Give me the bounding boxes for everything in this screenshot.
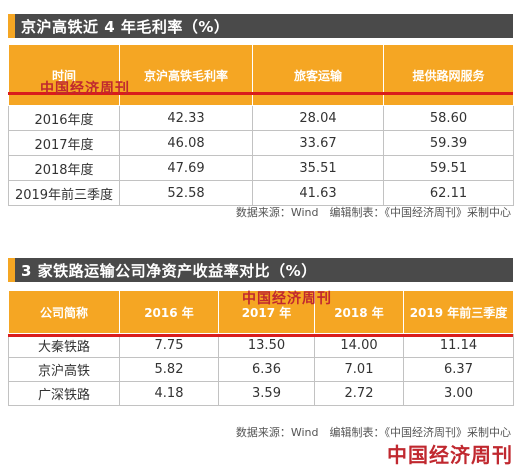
header-2019q3: 2019 年前三季度	[403, 290, 514, 334]
table1-source: 数据来源：Wind 编辑制表：《中国经济周刊》采制中心	[235, 206, 511, 219]
cell: 2019年前三季度	[8, 180, 120, 206]
cell: 52.58	[119, 180, 253, 206]
cell: 4.18	[119, 381, 219, 406]
watermark-logo: 中国经济周刊	[242, 291, 332, 307]
cell: 广深铁路	[8, 381, 120, 406]
title-accent-mark	[8, 258, 15, 282]
cell: 62.11	[383, 180, 514, 206]
table2-title: 3 家铁路运输公司净资产收益率对比（%）	[21, 261, 317, 280]
cell: 5.82	[119, 357, 219, 382]
header-passenger: 旅客运输	[252, 44, 384, 106]
gross-margin-table: 时间 京沪高铁毛利率 旅客运输 提供路网服务 2016年度 42.33 28.0…	[8, 44, 514, 206]
cell: 2018年度	[8, 155, 120, 181]
header-2016: 2016 年	[119, 290, 219, 334]
cell: 13.50	[218, 333, 315, 358]
cell: 2017年度	[8, 130, 120, 156]
red-divider-line	[8, 334, 513, 337]
table1-title-bar: 京沪高铁近 4 年毛利率（%）	[8, 14, 513, 38]
cell: 3.00	[403, 381, 514, 406]
table-row: 2018年度 47.69 35.51 59.51	[8, 155, 514, 181]
cell: 58.60	[383, 105, 514, 131]
watermark-logo: 中国经济周刊	[40, 81, 130, 97]
cell: 11.14	[403, 333, 514, 358]
cell: 28.04	[252, 105, 384, 131]
table-row: 京沪高铁 5.82 6.36 7.01 6.37	[8, 357, 514, 382]
cell: 京沪高铁	[8, 357, 120, 382]
cell: 2016年度	[8, 105, 120, 131]
watermark-logo-corner: 中国经济周刊	[387, 443, 513, 467]
red-divider-line	[8, 92, 513, 95]
cell: 59.39	[383, 130, 514, 156]
header-company: 公司简称	[8, 290, 120, 334]
table2-title-bar: 3 家铁路运输公司净资产收益率对比（%）	[8, 258, 513, 282]
cell: 6.37	[403, 357, 514, 382]
cell: 42.33	[119, 105, 253, 131]
table2-source: 数据来源：Wind 编辑制表：《中国经济周刊》采制中心	[235, 426, 511, 439]
header-network-service: 提供路网服务	[383, 44, 514, 106]
title-accent-mark	[8, 14, 15, 38]
cell: 7.01	[314, 357, 404, 382]
table1-title: 京沪高铁近 4 年毛利率（%）	[21, 17, 230, 36]
roe-comparison-table: 公司简称 2016 年 2017 年 2018 年 2019 年前三季度 大秦铁…	[8, 290, 514, 406]
cell: 14.00	[314, 333, 404, 358]
table-row: 2016年度 42.33 28.04 58.60	[8, 105, 514, 131]
cell: 2.72	[314, 381, 404, 406]
table-header-row: 公司简称 2016 年 2017 年 2018 年 2019 年前三季度	[8, 290, 514, 334]
header-time: 时间	[8, 44, 120, 106]
cell: 47.69	[119, 155, 253, 181]
table-row: 广深铁路 4.18 3.59 2.72 3.00	[8, 381, 514, 406]
cell: 59.51	[383, 155, 514, 181]
header-gross-margin: 京沪高铁毛利率	[119, 44, 253, 106]
cell: 3.59	[218, 381, 315, 406]
table-row: 大秦铁路 7.75 13.50 14.00 11.14	[8, 333, 514, 358]
cell: 41.63	[252, 180, 384, 206]
header-2018: 2018 年	[314, 290, 404, 334]
table-row: 2019年前三季度 52.58 41.63 62.11	[8, 180, 514, 206]
cell: 7.75	[119, 333, 219, 358]
table-header-row: 时间 京沪高铁毛利率 旅客运输 提供路网服务	[8, 44, 514, 106]
table-row: 2017年度 46.08 33.67 59.39	[8, 130, 514, 156]
cell: 46.08	[119, 130, 253, 156]
cell: 35.51	[252, 155, 384, 181]
header-2017: 2017 年	[218, 290, 315, 334]
cell: 33.67	[252, 130, 384, 156]
cell: 大秦铁路	[8, 333, 120, 358]
cell: 6.36	[218, 357, 315, 382]
